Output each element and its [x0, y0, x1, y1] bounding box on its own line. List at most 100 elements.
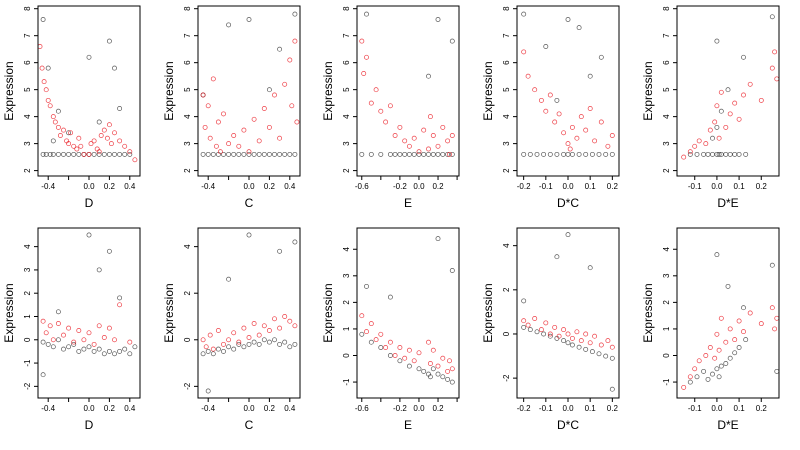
- data-point-black: [50, 138, 56, 144]
- data-point-red: [277, 135, 283, 141]
- data-point-black: [527, 151, 533, 157]
- data-point-red: [272, 92, 277, 98]
- data-point-black: [426, 151, 431, 157]
- data-point-black: [596, 351, 602, 357]
- data-point-red: [112, 337, 117, 343]
- data-point-black: [565, 151, 571, 157]
- data-point-black: [705, 376, 711, 382]
- data-point-red: [236, 339, 242, 345]
- y-tick-label: 0: [342, 353, 351, 358]
- data-point-red: [692, 366, 698, 372]
- data-point-black: [117, 106, 123, 111]
- data-point-black: [576, 344, 582, 350]
- y-tick-label: 4: [502, 114, 511, 119]
- data-point-black: [725, 283, 731, 289]
- data-point-black: [71, 341, 77, 347]
- data-point-black: [701, 368, 707, 374]
- data-point-red: [88, 141, 94, 147]
- data-point-black: [236, 151, 242, 157]
- data-point-red: [272, 316, 277, 322]
- data-point-black: [91, 348, 97, 354]
- data-point-red: [712, 119, 718, 125]
- y-tick-label: 2: [662, 168, 671, 173]
- data-point-black: [76, 348, 82, 354]
- data-point-red: [430, 133, 436, 138]
- y-tick-label: 4: [662, 246, 671, 251]
- y-axis-label: Expression: [321, 283, 335, 342]
- data-point-red: [696, 358, 702, 364]
- y-tick-label: 3: [502, 141, 511, 146]
- data-point-black: [714, 124, 720, 130]
- y-tick-label: 2: [662, 300, 671, 305]
- x-tick-label: 0.2: [607, 404, 619, 413]
- data-point-black: [205, 348, 211, 354]
- x-tick-label: -0.2: [517, 182, 531, 191]
- data-point-black: [718, 363, 724, 369]
- data-point-red: [66, 141, 72, 147]
- data-point-red: [532, 87, 538, 93]
- data-point-red: [402, 355, 408, 361]
- y-tick-label: 3: [342, 273, 351, 278]
- data-point-red: [435, 143, 441, 149]
- data-point-red: [91, 138, 97, 144]
- data-point-red: [96, 149, 102, 155]
- data-point-black: [416, 366, 422, 372]
- y-tick-label: 0: [502, 331, 511, 336]
- data-point-red: [81, 151, 87, 157]
- data-point-red: [421, 127, 427, 133]
- y-tick-label: 3: [342, 141, 351, 146]
- data-point-red: [221, 111, 226, 117]
- y-tick-label: 1: [662, 326, 671, 331]
- data-point-red: [609, 133, 615, 138]
- data-point-black: [576, 25, 582, 31]
- x-tick-label: -0.4: [201, 404, 215, 413]
- data-point-red: [45, 97, 51, 103]
- y-tick-label: -1: [662, 378, 671, 386]
- x-tick-label: 0.2: [607, 182, 619, 191]
- data-point-red: [774, 76, 780, 82]
- data-point-black: [91, 151, 97, 157]
- data-point-black: [86, 54, 92, 60]
- data-point-red: [449, 133, 455, 138]
- plot-frame: [676, 227, 780, 399]
- panel-9: -0.2 -0.1 0.0 0.1 0.2 -2 0 2 4 D*C Expression: [481, 227, 620, 432]
- data-point-red: [521, 318, 527, 324]
- x-axis-label: E: [404, 418, 412, 432]
- data-point-red: [561, 327, 567, 333]
- data-point-black: [736, 345, 742, 350]
- data-point-black: [112, 65, 117, 71]
- data-point-red: [203, 344, 209, 350]
- data-point-red: [427, 114, 433, 120]
- data-point-red: [392, 133, 398, 138]
- data-point-red: [241, 325, 247, 331]
- data-point-black: [256, 341, 262, 347]
- data-point-red: [215, 119, 221, 125]
- data-point-red: [378, 108, 384, 114]
- x-axis-label: D: [85, 418, 94, 432]
- data-point-black: [40, 372, 46, 378]
- data-point-black: [406, 363, 412, 369]
- x-tick-label: 0.4: [284, 404, 296, 413]
- data-point-black: [569, 342, 575, 348]
- plot-frame: [676, 5, 780, 177]
- data-point-black: [561, 338, 567, 344]
- data-point-red: [565, 331, 571, 337]
- data-point-red: [687, 374, 693, 380]
- data-point-red: [703, 353, 709, 358]
- data-point-red: [202, 124, 208, 130]
- data-point-red: [430, 347, 436, 353]
- data-point-black: [61, 151, 66, 157]
- data-point-red: [261, 323, 267, 329]
- data-point-red: [732, 337, 738, 343]
- data-point-red: [292, 323, 298, 329]
- x-tick-label: -0.4: [41, 404, 55, 413]
- panel-5: -0.1 0.0 0.1 0.2 2 3 4 5 6 7 8 D*E Expression: [641, 5, 780, 210]
- y-tick-label: 8: [662, 6, 671, 11]
- data-point-red: [122, 143, 128, 149]
- data-point-red: [447, 358, 452, 364]
- data-point-black: [117, 151, 123, 157]
- data-point-black: [603, 151, 609, 157]
- y-tick-label: 3: [23, 267, 32, 272]
- data-point-black: [609, 386, 615, 392]
- data-point-black: [266, 339, 272, 345]
